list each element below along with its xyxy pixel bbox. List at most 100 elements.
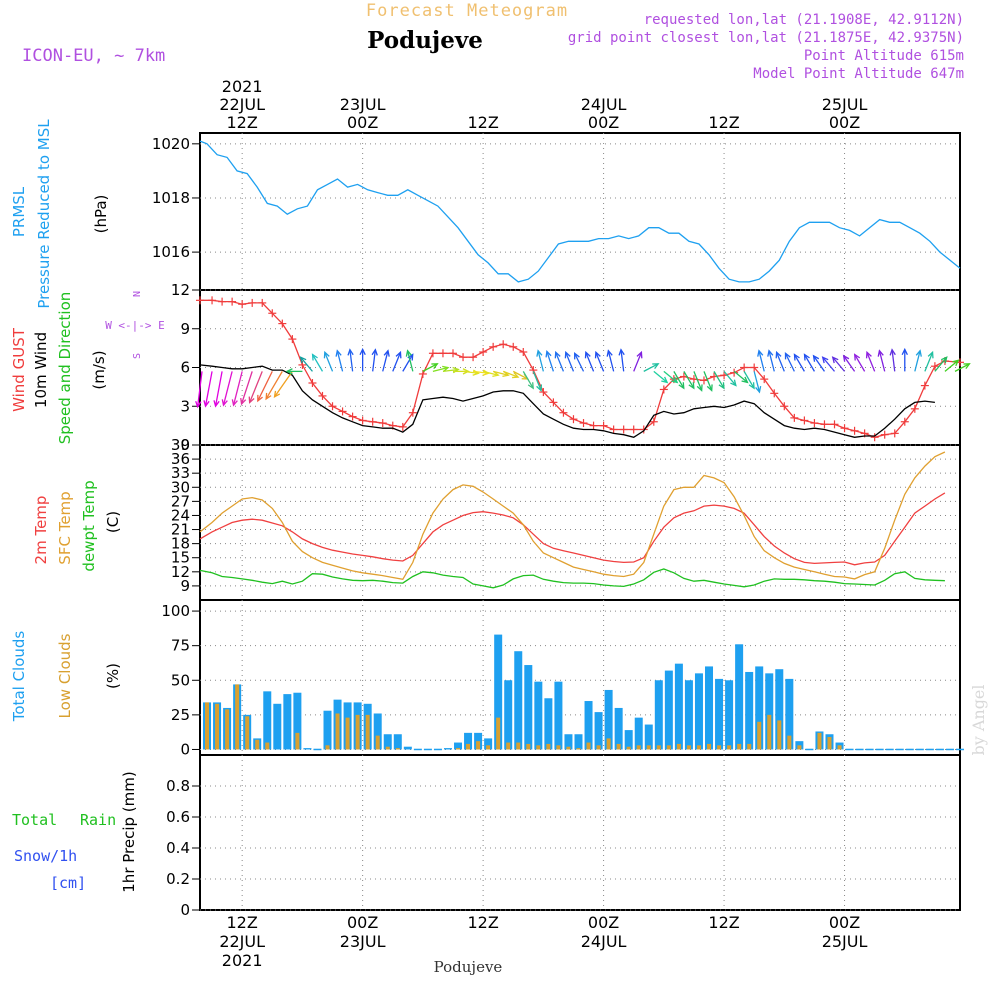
prmsl-desc-label: Pressure Reduced to MSL <box>35 119 53 309</box>
model-altitude: Model Point Altitude 647m <box>753 66 964 82</box>
wind-arrow <box>462 370 479 374</box>
total-cloud-bar <box>614 707 623 750</box>
wind-arrowhead <box>767 349 774 357</box>
total-cloud-bar <box>293 692 302 750</box>
y-tick-label: 24 <box>171 506 190 524</box>
wind-arrow <box>204 371 213 407</box>
top-date-label: 23JUL <box>340 95 386 114</box>
low-cloud-bar <box>385 746 390 750</box>
top-time-label: 00Z <box>588 113 619 132</box>
wind-arrow <box>492 370 509 376</box>
wind-arrowhead <box>889 348 896 356</box>
total-cloud-bar <box>403 746 412 750</box>
wind-arrow <box>673 371 685 389</box>
panel-clouds: 0 25 50 75 100 <box>161 599 964 758</box>
precip-labels: Total Rain Snow/1h [cm] 1hr Precip (mm) <box>12 771 138 892</box>
low-cloud-bar <box>747 743 752 750</box>
y-tick-label: 25 <box>171 706 190 724</box>
wind-arrow <box>422 363 438 372</box>
total-cloud-bar <box>373 713 382 750</box>
chart-title: Forecast Meteogram <box>366 1 568 21</box>
top-time-label: 00Z <box>347 113 378 132</box>
wind-arrow <box>532 371 542 391</box>
y-tick-label: 0 <box>180 740 190 758</box>
wind-arrow <box>693 371 703 391</box>
total-cloud-bar <box>624 730 633 750</box>
total-cloud-bar <box>474 732 483 750</box>
wind-arrowhead <box>775 350 782 359</box>
wind-arrow <box>683 371 695 389</box>
wind-arrowhead <box>359 347 366 356</box>
wind-arrow <box>713 371 725 389</box>
wind-arrow <box>822 356 836 372</box>
wind-arrow <box>402 354 414 372</box>
wind10-label: 10m Wind <box>32 332 50 408</box>
cloud-unit: (%) <box>104 663 122 689</box>
total-cloud-bar <box>544 698 553 750</box>
low-cloud-bar <box>727 745 732 750</box>
wind-arrow <box>914 350 921 372</box>
y-tick-label: 12 <box>171 281 190 299</box>
wind-arrow <box>574 353 585 372</box>
wind-arrowhead <box>285 368 293 375</box>
gridpoint-coords: grid point closest lon,lat (21.1875E, 42… <box>568 30 964 46</box>
low-cloud-bar <box>345 717 350 750</box>
wind-arrow <box>595 352 605 372</box>
location-title: Podujeve <box>367 27 483 54</box>
wind-arrowhead <box>831 356 839 364</box>
panel-frame <box>199 599 961 756</box>
wind-arrowhead <box>636 350 643 359</box>
low-cloud-bar <box>757 721 762 750</box>
bottom-year-label: 2021 <box>222 951 263 970</box>
wind-arrow <box>633 352 643 372</box>
series-line <box>199 140 961 283</box>
low-cloud-bar <box>235 684 240 750</box>
wind-arrowhead <box>248 396 255 404</box>
series-line <box>199 364 935 439</box>
wind-arrowhead <box>347 348 354 356</box>
requested-coords: requested lon,lat (21.1908E, 42.9112N) <box>644 12 964 28</box>
wind-arrowhead <box>652 363 660 370</box>
low-cloud-bar <box>496 717 501 750</box>
wind-arrowhead <box>213 400 220 408</box>
wind-arrowhead <box>442 365 450 372</box>
wind-arrowhead <box>915 349 922 357</box>
compass-n: N <box>132 291 143 297</box>
total-cloud-bar <box>273 703 282 750</box>
low-cloud-bar <box>456 748 461 750</box>
wind-arrowhead <box>221 399 228 407</box>
top-date-label: 25JUL <box>822 95 868 114</box>
wind-arrowhead <box>395 350 402 359</box>
low-cloud-bar <box>606 738 611 750</box>
wind-arrowhead <box>741 376 749 384</box>
snow-unit-label: [cm] <box>50 874 86 892</box>
wind-arrow <box>406 350 414 372</box>
wind-arrow <box>643 363 659 372</box>
point-altitude: Point Altitude 615m <box>804 48 964 64</box>
wind-arrow <box>265 371 283 400</box>
wind-arrow <box>502 370 519 378</box>
wind-arrow <box>349 349 354 372</box>
wind-arrowhead <box>265 392 272 401</box>
low-cloud-bar <box>566 746 571 750</box>
wind-arrowhead <box>661 376 669 384</box>
snow-label: Snow/1h <box>14 847 77 865</box>
wind-arrowhead <box>821 356 829 364</box>
bottom-time-label: 00Z <box>588 913 619 932</box>
wind-arrowhead <box>512 372 520 379</box>
total-cloud-bar <box>644 724 653 750</box>
low-cloud-bar <box>546 743 551 750</box>
total-cloud-label: Total Clouds <box>10 631 28 723</box>
wind-arrow <box>522 371 534 389</box>
panel-frame <box>199 132 961 291</box>
wind-arrow <box>878 350 886 372</box>
wind-arrowhead <box>545 350 552 358</box>
bottom-date-label: 22JUL <box>219 932 265 951</box>
total-cloud-bar <box>454 742 463 750</box>
prmsl-label: PRMSL <box>10 186 28 237</box>
y-tick-label: 0.4 <box>166 839 190 857</box>
bottom-date-label: 25JUL <box>822 932 868 951</box>
wind-arrowhead <box>311 353 318 361</box>
